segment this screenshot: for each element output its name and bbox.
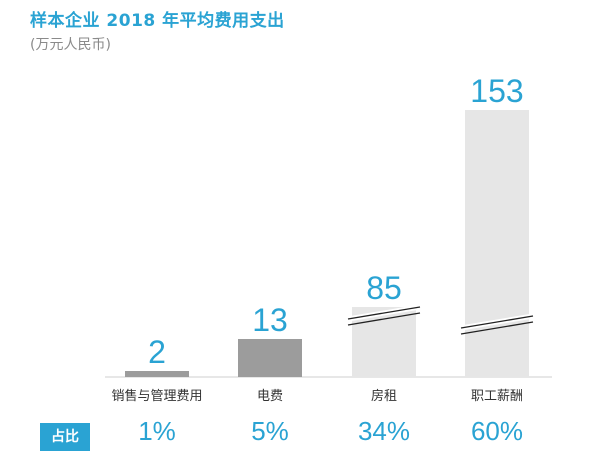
bar-value-label: 85 xyxy=(366,270,402,306)
category-label: 房租 xyxy=(371,388,397,404)
bar-value-label: 153 xyxy=(470,73,523,109)
category-label: 销售与管理费用 xyxy=(111,388,202,404)
bar xyxy=(465,110,529,377)
share-badge: 占比 xyxy=(40,423,90,451)
bar-value-label: 13 xyxy=(252,302,288,338)
axis-break-mark xyxy=(347,304,421,326)
share-value: 1% xyxy=(138,416,176,446)
axis-break-mark xyxy=(460,313,534,335)
share-value: 60% xyxy=(470,416,524,446)
bar xyxy=(238,339,302,377)
share-value: 34% xyxy=(357,416,411,446)
bar-value-label: 2 xyxy=(148,334,166,370)
bar xyxy=(125,371,189,377)
chart-title: 样本企业 2018 年平均费用支出 xyxy=(30,11,285,31)
category-label: 职工薪酬 xyxy=(471,389,523,404)
chart-unit-label: (万元人民币) xyxy=(30,37,111,53)
category-label: 电费 xyxy=(257,389,283,404)
share-value: 5% xyxy=(251,416,289,446)
